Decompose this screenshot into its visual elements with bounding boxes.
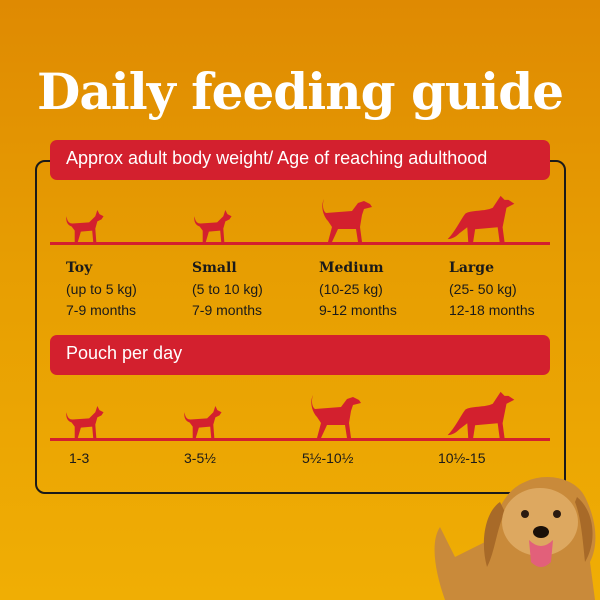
size-medium: Medium (10-25 kg) 9-12 months — [319, 258, 397, 321]
size-weight: (5 to 10 kg) — [192, 281, 263, 297]
large-dog-icon — [444, 192, 518, 243]
size-weight: (up to 5 kg) — [66, 281, 137, 297]
pouch-medium: 5½-10½ — [302, 450, 354, 466]
small-dog-icon — [192, 208, 234, 243]
weight-age-heading: Approx adult body weight/ Age of reachin… — [50, 140, 550, 180]
size-age: 7-9 months — [192, 302, 263, 318]
medium-dog-icon — [318, 197, 374, 243]
size-age: 7-9 months — [66, 302, 137, 318]
toy-dog-icon — [64, 208, 106, 243]
size-name: Toy — [66, 260, 93, 276]
pouch-toy: 1-3 — [69, 450, 90, 466]
medium-dog-icon — [307, 393, 363, 439]
size-age: 12-18 months — [449, 302, 535, 318]
divider-line — [50, 242, 550, 245]
toy-dog-icon — [64, 404, 106, 439]
divider-line — [50, 438, 550, 441]
size-name: Small — [192, 260, 237, 276]
size-small: Small (5 to 10 kg) 7-9 months — [192, 258, 263, 321]
size-weight: (25- 50 kg) — [449, 281, 517, 297]
size-large: Large (25- 50 kg) 12-18 months — [449, 258, 535, 321]
size-toy: Toy (up to 5 kg) 7-9 months — [66, 258, 137, 321]
size-weight: (10-25 kg) — [319, 281, 383, 297]
pouch-small: 3-5½ — [184, 450, 216, 466]
golden-retriever-photo — [434, 477, 596, 600]
size-name: Large — [449, 260, 494, 276]
size-name: Medium — [319, 260, 384, 276]
pouch-large: 10½-15 — [438, 450, 486, 466]
page-title: Daily feeding guide — [36, 62, 564, 121]
large-dog-icon — [444, 388, 518, 439]
size-age: 9-12 months — [319, 302, 397, 318]
pouch-heading: Pouch per day — [50, 335, 550, 375]
small-dog-icon — [182, 404, 224, 439]
